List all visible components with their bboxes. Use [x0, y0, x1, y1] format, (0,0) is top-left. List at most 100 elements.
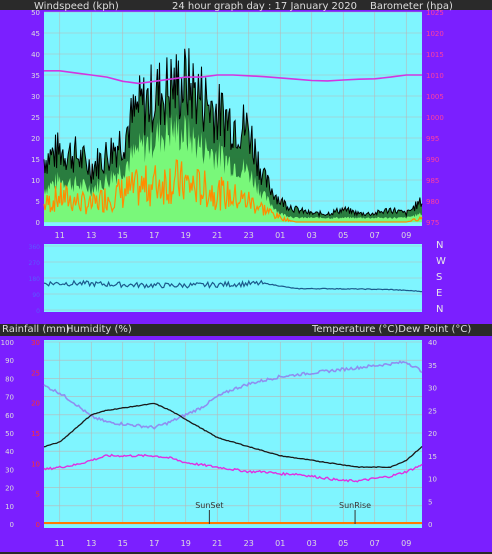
direction-line — [43, 279, 422, 293]
rain-tick-label: 25 — [31, 369, 40, 377]
humidity-tick-label: 10 — [5, 503, 14, 511]
wind-y-tick-label: 50 — [31, 9, 40, 17]
humidity-axis-title: Humidity (%) — [66, 324, 132, 335]
wind-speed-axis-title: Windspeed (kph) — [34, 1, 119, 12]
compass-letter-0: N — [436, 240, 443, 251]
wind-y-tick-label: 45 — [31, 30, 40, 38]
temperature-tick-label: 10 — [428, 476, 437, 484]
rain-tick-label: 30 — [31, 339, 40, 347]
barometer-tick-label: 995 — [426, 135, 439, 143]
axis-labels: 0510152025303540455097598098599099510001… — [1, 9, 446, 548]
direction-tick-label: 90 — [32, 292, 40, 299]
gust-line — [43, 48, 423, 218]
temperature-tick-label: 35 — [428, 362, 437, 370]
wind-y-tick-label: 40 — [31, 51, 40, 59]
humidity-x-tick-label: 17 — [149, 539, 159, 548]
humidity-x-tick-label: 23 — [244, 539, 254, 548]
temperature-axis-title: Temperature (°C)Dew Point (°C) — [311, 324, 471, 335]
rain-tick-label: 20 — [31, 400, 40, 408]
barometer-tick-label: 990 — [426, 156, 439, 164]
humidity-x-tick-label: 13 — [86, 539, 96, 548]
graph-date-title: 24 hour graph day : 17 January 2020 — [172, 1, 357, 12]
wind-y-tick-label: 0 — [36, 219, 40, 227]
wind-y-tick-label: 35 — [31, 72, 40, 80]
temperature-tick-label: 30 — [428, 385, 437, 393]
humidity-tick-label: 90 — [5, 357, 14, 365]
wind-x-tick-label: 07 — [370, 231, 380, 240]
barometer-tick-label: 1025 — [426, 9, 444, 17]
humidity-tick-label: 70 — [5, 394, 14, 402]
wind-y-tick-label: 15 — [31, 156, 40, 164]
humidity-tick-label: 50 — [5, 430, 14, 438]
temperature-tick-label: 40 — [428, 339, 437, 347]
humidity-x-tick-label: 09 — [401, 539, 411, 548]
wind-y-tick-label: 20 — [31, 135, 40, 143]
rain-tick-label: 5 — [36, 491, 40, 499]
wind-x-tick-label: 17 — [149, 231, 159, 240]
compass-letter-2: S — [436, 272, 442, 283]
direction-series — [43, 279, 422, 293]
wind-x-tick-label: 15 — [118, 231, 128, 240]
barometer-tick-label: 980 — [426, 198, 439, 206]
humidity-tick-label: 40 — [5, 448, 14, 456]
direction-tick-label: 360 — [29, 244, 41, 251]
temperature-tick-label: 0 — [428, 521, 432, 529]
humidity-tick-label: 100 — [1, 339, 14, 347]
barometer-tick-label: 1005 — [426, 93, 444, 101]
humidity-x-tick-label: 03 — [307, 539, 317, 548]
wind-x-tick-label: 13 — [86, 231, 96, 240]
temperature-tick-label: 5 — [428, 498, 432, 506]
temperature-tick-label: 25 — [428, 407, 437, 415]
humidity-line — [43, 360, 423, 430]
humidity-tick-label: 30 — [5, 466, 14, 474]
direction-grid — [44, 245, 422, 311]
barometer-line — [44, 70, 422, 85]
humidity-x-tick-label: 07 — [370, 539, 380, 548]
humidity-x-tick-label: 15 — [118, 539, 128, 548]
rainfall-axis-title: Rainfall (mm) — [2, 324, 70, 335]
barometer-tick-label: 1020 — [426, 30, 444, 38]
barometer-tick-label: 985 — [426, 177, 439, 185]
rain-tick-label: 15 — [31, 430, 40, 438]
humidity-tick-label: 80 — [5, 375, 14, 383]
wind-x-tick-label: 05 — [338, 231, 348, 240]
wind-header-band — [0, 0, 492, 10]
humidity-x-tick-label: 05 — [338, 539, 348, 548]
wind-x-tick-label: 19 — [181, 231, 191, 240]
temperature-tick-label: 15 — [428, 453, 437, 461]
humidity-series — [43, 360, 423, 524]
compass-letter-1: W — [436, 256, 446, 267]
wind-series — [43, 48, 423, 223]
wind-y-tick-label: 5 — [36, 198, 40, 206]
humidity-tick-label: 60 — [5, 412, 14, 420]
wind-x-tick-label: 03 — [307, 231, 317, 240]
humidity-plot-area — [44, 340, 422, 528]
humidity-x-tick-label: 19 — [181, 539, 191, 548]
humidity-tick-label: 0 — [10, 521, 14, 529]
humidity-x-tick-label: 21 — [212, 539, 222, 548]
wind-x-tick-label: 21 — [212, 231, 222, 240]
direction-tick-label: 180 — [29, 276, 41, 283]
wind-x-tick-label: 11 — [55, 231, 65, 240]
barometer-tick-label: 1010 — [426, 72, 444, 80]
barometer-tick-label: 1015 — [426, 51, 444, 59]
wind-speed-line — [43, 159, 423, 223]
humidity-x-tick-label: 01 — [275, 539, 285, 548]
wind-y-tick-label: 10 — [31, 177, 40, 185]
wind-y-tick-label: 25 — [31, 114, 40, 122]
sunrise-label: SunRise — [339, 501, 371, 510]
humidity-grid — [44, 341, 422, 525]
direction-tick-label: 270 — [29, 260, 41, 267]
dew-point-line — [43, 453, 423, 483]
wind-x-tick-label: 01 — [275, 231, 285, 240]
sunset-label: SunSet — [195, 501, 223, 510]
barometer-tick-label: 1000 — [426, 114, 444, 122]
compass-letter-3: E — [436, 288, 442, 299]
temperature-tick-label: 20 — [428, 430, 437, 438]
rain-tick-label: 0 — [36, 521, 40, 529]
temperature-line — [43, 402, 423, 469]
direction-tick-label: 0 — [36, 308, 40, 315]
rain-tick-label: 10 — [31, 460, 40, 468]
humidity-x-tick-label: 11 — [55, 539, 65, 548]
